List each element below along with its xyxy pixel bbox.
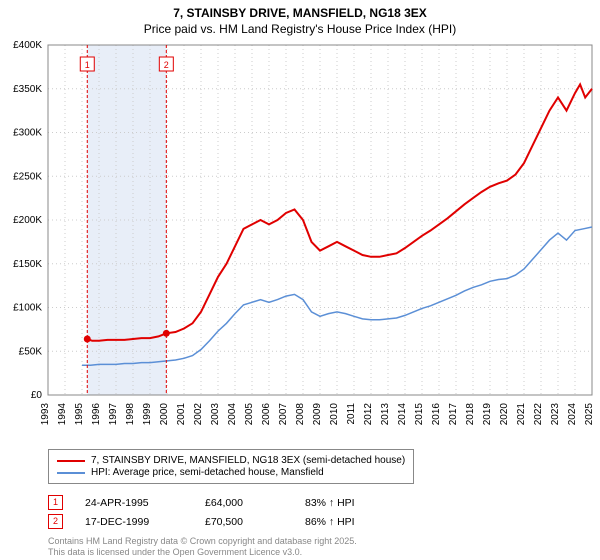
legend-item-0: 7, STAINSBY DRIVE, MANSFIELD, NG18 3EX (… <box>57 455 405 466</box>
legend-box: 7, STAINSBY DRIVE, MANSFIELD, NG18 3EX (… <box>48 449 414 484</box>
annot-badge-1: 2 <box>48 514 63 529</box>
chart-title: 7, STAINSBY DRIVE, MANSFIELD, NG18 3EX P… <box>0 0 600 37</box>
annotation-rows: 1 24-APR-1995 £64,000 83% ↑ HPI 2 17-DEC… <box>48 495 355 533</box>
x-tick-label: 2009 <box>312 403 323 426</box>
x-tick-label: 2025 <box>584 403 595 426</box>
annotation-row-0: 1 24-APR-1995 £64,000 83% ↑ HPI <box>48 495 355 510</box>
x-tick-label: 2015 <box>414 403 425 426</box>
title-line-2: Price paid vs. HM Land Registry's House … <box>0 22 600 38</box>
x-tick-label: 2020 <box>499 403 510 426</box>
x-tick-label: 2008 <box>295 403 306 426</box>
annot-badge-0: 1 <box>48 495 63 510</box>
x-tick-label: 2006 <box>261 403 272 426</box>
x-tick-label: 2005 <box>244 403 255 426</box>
x-tick-label: 2024 <box>567 403 578 426</box>
x-tick-label: 2012 <box>363 403 374 426</box>
legend-text-1: HPI: Average price, semi-detached house,… <box>91 467 324 478</box>
x-tick-label: 1995 <box>74 403 85 426</box>
x-tick-label: 2017 <box>448 403 459 426</box>
x-tick-label: 1996 <box>91 403 102 426</box>
x-tick-label: 2013 <box>380 403 391 426</box>
x-tick-label: 1994 <box>57 403 68 426</box>
x-tick-label: 2002 <box>193 403 204 426</box>
footer-line-2: This data is licensed under the Open Gov… <box>48 547 357 558</box>
marker-dot-0 <box>84 336 91 343</box>
x-tick-label: 2021 <box>516 403 527 426</box>
legend-swatch-0 <box>57 460 85 462</box>
x-tick-label: 2023 <box>550 403 561 426</box>
x-tick-label: 1997 <box>108 403 119 426</box>
footer-text: Contains HM Land Registry data © Crown c… <box>48 536 357 558</box>
x-tick-label: 2004 <box>227 403 238 426</box>
x-tick-label: 1993 <box>40 403 51 426</box>
x-tick-label: 2014 <box>397 403 408 426</box>
marker-dot-1 <box>163 330 170 337</box>
x-tick-label: 1998 <box>125 403 136 426</box>
x-tick-label: 2022 <box>533 403 544 426</box>
annot-date-1: 17-DEC-1999 <box>85 516 205 528</box>
annotation-row-1: 2 17-DEC-1999 £70,500 86% ↑ HPI <box>48 514 355 529</box>
title-line-1: 7, STAINSBY DRIVE, MANSFIELD, NG18 3EX <box>0 6 600 22</box>
x-tick-label: 2016 <box>431 403 442 426</box>
annot-price-0: £64,000 <box>205 497 305 509</box>
annot-pct-0: 83% ↑ HPI <box>305 497 355 509</box>
legend-text-0: 7, STAINSBY DRIVE, MANSFIELD, NG18 3EX (… <box>91 455 405 466</box>
x-tick-label: 2003 <box>210 403 221 426</box>
chart-container: 7, STAINSBY DRIVE, MANSFIELD, NG18 3EX P… <box>0 0 600 560</box>
legend-swatch-1 <box>57 472 85 474</box>
footer-line-1: Contains HM Land Registry data © Crown c… <box>48 536 357 547</box>
x-tick-label: 2019 <box>482 403 493 426</box>
y-tick-label: £50K <box>19 346 43 357</box>
y-tick-label: £100K <box>13 303 42 314</box>
legend-item-1: HPI: Average price, semi-detached house,… <box>57 467 405 478</box>
x-tick-label: 1999 <box>142 403 153 426</box>
x-tick-label: 2000 <box>159 403 170 426</box>
y-tick-label: £0 <box>31 390 43 401</box>
annot-price-1: £70,500 <box>205 516 305 528</box>
annot-date-0: 24-APR-1995 <box>85 497 205 509</box>
y-tick-label: £200K <box>13 215 42 226</box>
marker-badge-text-1: 2 <box>164 60 169 70</box>
y-tick-label: £350K <box>13 84 42 95</box>
x-tick-label: 2010 <box>329 403 340 426</box>
annot-pct-1: 86% ↑ HPI <box>305 516 355 528</box>
y-tick-label: £400K <box>13 40 42 51</box>
x-tick-label: 2018 <box>465 403 476 426</box>
y-tick-label: £250K <box>13 171 42 182</box>
chart-svg: £0 £50K £100K £150K £200K £250K £300K £350K £400… <box>0 37 600 442</box>
x-tick-label: 2007 <box>278 403 289 426</box>
y-tick-label: £300K <box>13 128 42 139</box>
x-tick-label: 2001 <box>176 403 187 426</box>
y-tick-label: £150K <box>13 259 42 270</box>
x-tick-label: 2011 <box>346 403 357 425</box>
marker-badge-text-0: 1 <box>85 60 90 70</box>
